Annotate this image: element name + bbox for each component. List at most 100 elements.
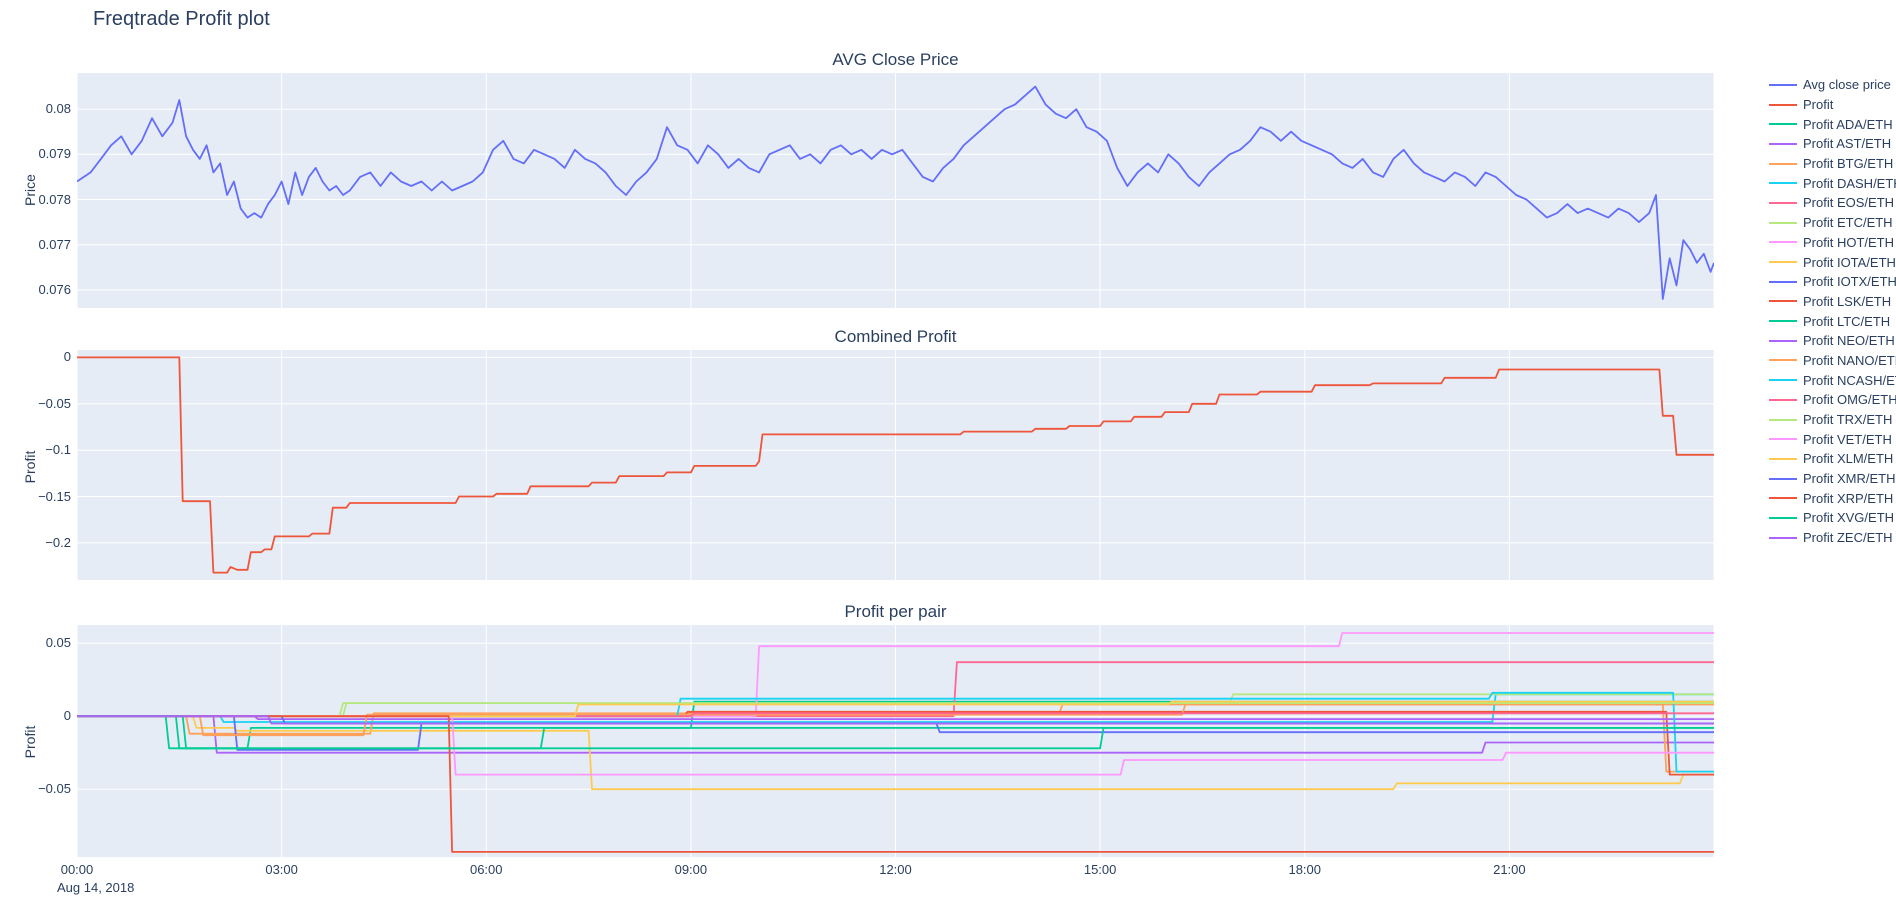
plot-area-profit-per-pair[interactable] [77,625,1714,857]
legend-label: Avg close price [1803,77,1891,93]
y-tick-label: 0.076 [38,281,71,297]
legend-line-swatch [1769,379,1797,382]
legend-item[interactable]: Profit EOS/ETH [1769,193,1896,213]
subplot-title-avg-close-price: AVG Close Price [832,50,959,69]
x-tick-label: 21:00 [1493,862,1526,877]
legend-line-swatch [1769,162,1797,165]
y-tick-label: 0.077 [38,236,71,252]
legend-item[interactable]: Profit BTG/ETH [1769,154,1896,174]
subplot-title-combined-profit: Combined Profit [834,327,957,346]
legend-label: Profit VET/ETH [1803,431,1892,447]
legend-line-swatch [1769,123,1797,126]
legend-item[interactable]: Profit ETC/ETH [1769,213,1896,233]
legend-item[interactable]: Profit ADA/ETH [1769,114,1896,134]
legend-line-swatch [1769,418,1797,421]
legend-label: Profit IOTA/ETH [1803,254,1896,270]
plot-canvas [77,625,1714,857]
legend-item[interactable]: Profit TRX/ETH [1769,410,1896,430]
legend-line-swatch [1769,182,1797,185]
legend-label: Profit BTG/ETH [1803,156,1894,172]
legend-item[interactable]: Profit LSK/ETH [1769,292,1896,312]
y-tick-label: 0.079 [38,146,71,162]
legend-label: Profit DASH/ETH [1803,175,1896,191]
legend-label: Profit EOS/ETH [1803,195,1895,211]
legend-item[interactable]: Profit VET/ETH [1769,429,1896,449]
x-axis-ticks: 00:00 03:00 06:00 09:00 12:00 15:00 18:00 21:00 [61,862,1714,880]
legend-line-swatch [1769,201,1797,204]
legend-item[interactable]: Avg close price [1769,75,1896,95]
legend-item[interactable]: Profit IOTX/ETH [1769,272,1896,292]
legend-item[interactable]: Profit [1769,95,1896,115]
legend-label: Profit ADA/ETH [1803,116,1893,132]
legend-item[interactable]: Profit ZEC/ETH [1769,528,1896,548]
legend-label: Profit TRX/ETH [1803,412,1893,428]
legend-line-swatch [1769,83,1797,86]
legend-label: Profit XRP/ETH [1803,490,1894,506]
legend-label: Profit XVG/ETH [1803,510,1895,526]
legend-item[interactable]: Profit XMR/ETH [1769,469,1896,489]
y-tick-label: −0.1 [45,442,71,458]
legend-line-swatch [1769,103,1797,106]
legend-line-swatch [1769,516,1797,519]
legend-line-swatch [1769,536,1797,539]
legend-line-swatch [1769,339,1797,342]
x-axis-date-label: Aug 14, 2018 [57,880,135,895]
legend-item[interactable]: Profit IOTA/ETH [1769,252,1896,272]
plot-canvas [77,350,1714,580]
legend-line-swatch [1769,457,1797,460]
legend-line-swatch [1769,300,1797,303]
legend-label: Profit AST/ETH [1803,136,1892,152]
legend-item[interactable]: Profit XVG/ETH [1769,508,1896,528]
legend-line-swatch [1769,438,1797,441]
x-tick-label: 12:00 [879,862,912,877]
subplot-title-profit-per-pair: Profit per pair [844,602,947,621]
legend-item[interactable]: Profit NEO/ETH [1769,331,1896,351]
legend-label: Profit NCASH/ETH [1803,372,1896,388]
legend-line-swatch [1769,477,1797,480]
legend-line-swatch [1769,359,1797,362]
legend-line-swatch [1769,497,1797,500]
y-tick-label: 0 [63,349,71,365]
legend-label: Profit NANO/ETH [1803,352,1896,368]
y-tick-label: −0.05 [38,395,71,411]
legend-line-swatch [1769,142,1797,145]
legend-item[interactable]: Profit NANO/ETH [1769,351,1896,371]
legend-label: Profit NEO/ETH [1803,333,1895,349]
legend-label: Profit [1803,97,1834,113]
legend-label: Profit HOT/ETH [1803,234,1895,250]
y-axis-ticks: 0.076 0.077 0.078 0.079 0.08 [0,73,71,308]
legend-label: Profit LSK/ETH [1803,293,1892,309]
legend-label: Profit ETC/ETH [1803,215,1893,231]
plot-area-combined-profit[interactable] [77,350,1714,580]
plot-canvas [77,73,1714,308]
legend-line-swatch [1769,221,1797,224]
legend-label: Profit ZEC/ETH [1803,530,1893,546]
legend-line-swatch [1769,320,1797,323]
legend-item[interactable]: Profit HOT/ETH [1769,233,1896,253]
legend-item[interactable]: Profit OMG/ETH [1769,390,1896,410]
legend: Avg close price Profit Profit ADA/ETH Profi… [1769,75,1896,548]
x-tick-label: 03:00 [265,862,298,877]
plot-area-avg-close-price[interactable] [77,73,1714,308]
x-tick-label: 18:00 [1288,862,1322,877]
y-tick-label: 0 [63,708,71,724]
x-tick-label: 15:00 [1083,862,1117,877]
legend-item[interactable]: Profit AST/ETH [1769,134,1896,154]
y-tick-label: 0.078 [38,191,71,207]
legend-item[interactable]: Profit NCASH/ETH [1769,370,1896,390]
legend-label: Profit XMR/ETH [1803,471,1896,487]
legend-label: Profit OMG/ETH [1803,392,1896,408]
subplot-profit-per-pair: Profit per pair Profit −0.05 0 0.05 [0,602,1714,857]
legend-item[interactable]: Profit LTC/ETH [1769,311,1896,331]
x-tick-label: 09:00 [674,862,708,877]
y-tick-label: −0.2 [45,534,71,550]
legend-item[interactable]: Profit DASH/ETH [1769,173,1896,193]
y-tick-label: 0.05 [45,635,71,651]
subplot-avg-close-price: AVG Close Price Price 0.076 0.077 0.078 0.0… [0,50,1714,308]
legend-line-swatch [1769,398,1797,401]
legend-item[interactable]: Profit XRP/ETH [1769,488,1896,508]
legend-line-swatch [1769,241,1797,244]
legend-line-swatch [1769,280,1797,283]
legend-item[interactable]: Profit XLM/ETH [1769,449,1896,469]
